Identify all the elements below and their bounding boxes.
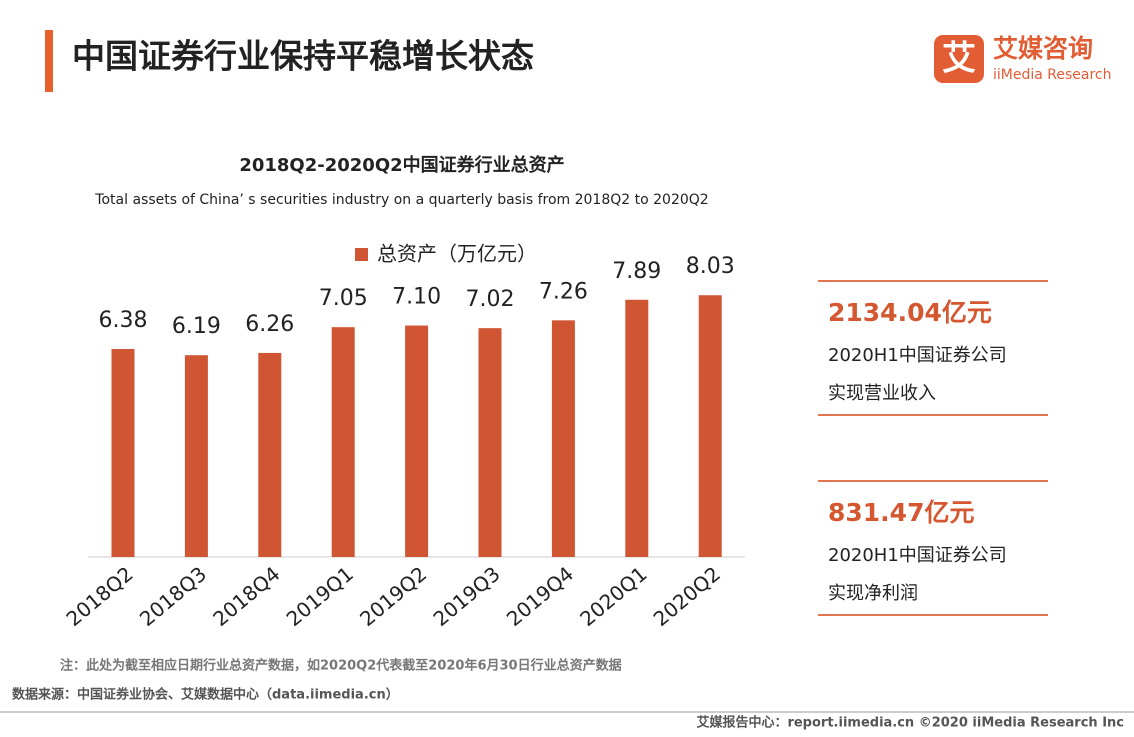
- chart-title: 2018Q2-2020Q2中国证券行业总资产: [239, 154, 564, 176]
- bar: [551, 320, 575, 557]
- stat-label: 2020H1中国证券公司: [828, 345, 1007, 366]
- stat-label: 实现营业收入: [828, 383, 936, 404]
- stat-value: 831.47亿元: [828, 498, 974, 527]
- page-title: 中国证券行业保持平稳增长状态: [72, 37, 534, 76]
- bar: [331, 327, 355, 557]
- data-label: 6.19: [172, 314, 221, 339]
- x-tick-label: 2019Q2: [355, 562, 431, 631]
- source: 数据来源：中国证券业协会、艾媒数据中心（data.iimedia.cn）: [12, 687, 399, 703]
- bar: [111, 349, 135, 557]
- data-label: 7.05: [319, 286, 368, 311]
- x-tick-label: 2019Q4: [502, 562, 578, 631]
- logo-name: 艾媒咨询: [993, 34, 1093, 63]
- x-tick-label: 2019Q1: [282, 562, 358, 631]
- data-label: 6.38: [99, 308, 148, 333]
- stat-label: 实现净利润: [828, 583, 918, 604]
- x-tick-label: 2018Q4: [208, 562, 284, 631]
- bar: [405, 325, 429, 557]
- note: 注：此处为截至相应日期行业总资产数据，如2020Q2代表截至2020年6月30日…: [60, 658, 622, 674]
- bar: [184, 355, 208, 557]
- logo-name-en: iiMedia Research: [993, 67, 1112, 83]
- logo-glyph: 艾: [942, 39, 976, 79]
- bar: [478, 328, 502, 557]
- x-tick-label: 2018Q2: [62, 562, 138, 631]
- data-label: 7.89: [612, 259, 661, 284]
- data-label: 7.26: [539, 279, 588, 304]
- title-accent: [45, 30, 53, 92]
- legend-swatch: [355, 248, 368, 261]
- data-label: 7.10: [392, 285, 441, 310]
- bar: [625, 299, 649, 557]
- x-tick-label: 2019Q3: [429, 562, 505, 631]
- x-tick-label: 2018Q3: [135, 562, 211, 631]
- footer: 艾媒报告中心：report.iimedia.cn ©2020 iiMedia R…: [696, 715, 1124, 731]
- x-tick-label: 2020Q2: [649, 562, 725, 631]
- x-tick-label: 2020Q1: [575, 562, 651, 631]
- data-label: 8.03: [686, 254, 735, 279]
- data-label: 7.02: [466, 287, 515, 312]
- logo-icon: [934, 35, 984, 83]
- stat-label: 2020H1中国证券公司: [828, 545, 1007, 566]
- data-label: 6.26: [245, 312, 294, 337]
- stat-value: 2134.04亿元: [828, 298, 992, 327]
- chart-subtitle: Total assets of China’ s securities indu…: [94, 192, 708, 208]
- bar: [698, 295, 722, 557]
- bar: [258, 352, 282, 557]
- legend-label: 总资产（万亿元）: [377, 242, 537, 266]
